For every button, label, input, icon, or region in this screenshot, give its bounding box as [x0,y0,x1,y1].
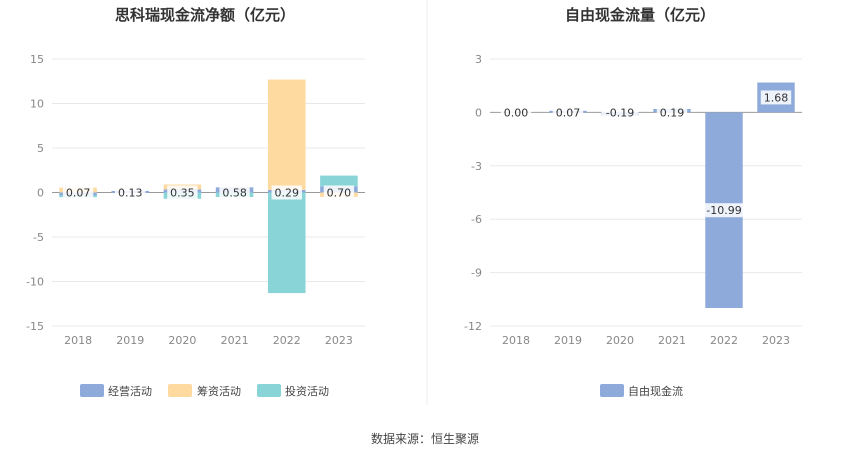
chart2-data-label-bg [601,105,639,120]
chart2-data-label-bg [500,105,532,120]
chart1-data-label: 0.58 [222,187,247,200]
chart1-y-tick: 0 [37,187,44,200]
chart2-x-tick: 2019 [554,334,582,347]
chart1-x-tick: 2020 [168,334,196,347]
chart2-y-tick: -3 [471,160,482,173]
chart1-data-label: 0.35 [170,187,195,200]
chart2-data-label: 0.19 [660,106,685,119]
chart1-data-label: 0.29 [275,187,300,200]
chart2-x-tick: 2018 [502,334,530,347]
chart2-x-tick: 2023 [762,334,790,347]
chart1-y-tick: -15 [26,320,44,333]
chart1-data-label: 0.13 [118,187,143,200]
chart2-data-label: -0.19 [606,106,634,119]
chart1-y-tick: 10 [30,98,44,111]
chart1-x-tick: 2018 [64,334,92,347]
chart2-y-tick: 0 [475,106,482,119]
chart1-data-label-bg [323,185,355,200]
chart1-data-label-bg [167,185,198,200]
data-source-note: 数据来源：恒生聚源 [370,432,479,446]
chart1-y-tick: -10 [26,276,44,289]
chart1-x-tick: 2019 [116,334,144,347]
chart1-data-label-bg [271,185,302,200]
chart1-data-label: 0.70 [327,187,352,200]
chart2-data-label-bg [702,203,746,218]
chart1-bar [267,79,306,190]
chart1-data-label: 0.07 [66,187,91,200]
chart1-data-label-bg [219,185,250,200]
chart1-title: 思科瑞现金流净额（亿元） [115,6,295,24]
chart2-x-tick: 2021 [658,334,686,347]
chart2-legend-label: 自由现金流 [628,384,683,398]
chart2-x-tick: 2022 [710,334,738,347]
chart2-y-tick: -12 [464,320,482,333]
chart2-y-tick: -9 [471,267,482,280]
chart2-y-tick: -6 [471,213,482,226]
chart2-data-label-bg [760,90,792,105]
chart1-y-tick: 15 [30,53,44,66]
chart1-legend-swatch [257,384,281,397]
chart2-y-tick: 3 [475,53,482,66]
chart2-data-label-bg [552,105,584,120]
chart1-data-label-bg [62,185,94,200]
chart1-legend-swatch [80,384,104,397]
chart1-data-label-bg [115,185,146,200]
chart2-legend-swatch [600,384,624,397]
chart1-y-tick: -5 [33,231,44,244]
chart1-bar [267,192,306,294]
chart1-x-tick: 2021 [221,334,249,347]
chart1-x-tick: 2023 [325,334,353,347]
chart2-title: 自由现金流量（亿元） [565,6,715,24]
chart2-data-label: 1.68 [764,91,789,104]
chart2-x-tick: 2020 [606,334,634,347]
chart2-data-label-bg [656,105,688,120]
chart1-x-tick: 2022 [273,334,301,347]
chart2-data-label: 0.00 [504,106,529,119]
chart1-legend-label: 筹资活动 [197,384,241,398]
chart2-data-label: -10.99 [706,204,741,217]
chart1-legend-label: 投资活动 [285,384,329,398]
chart1-legend-swatch [168,384,192,397]
chart1-legend-label: 经营活动 [108,384,152,398]
chart1-y-tick: 5 [37,142,44,155]
chart2-data-label: 0.07 [556,106,581,119]
chart1-bar [320,175,358,187]
